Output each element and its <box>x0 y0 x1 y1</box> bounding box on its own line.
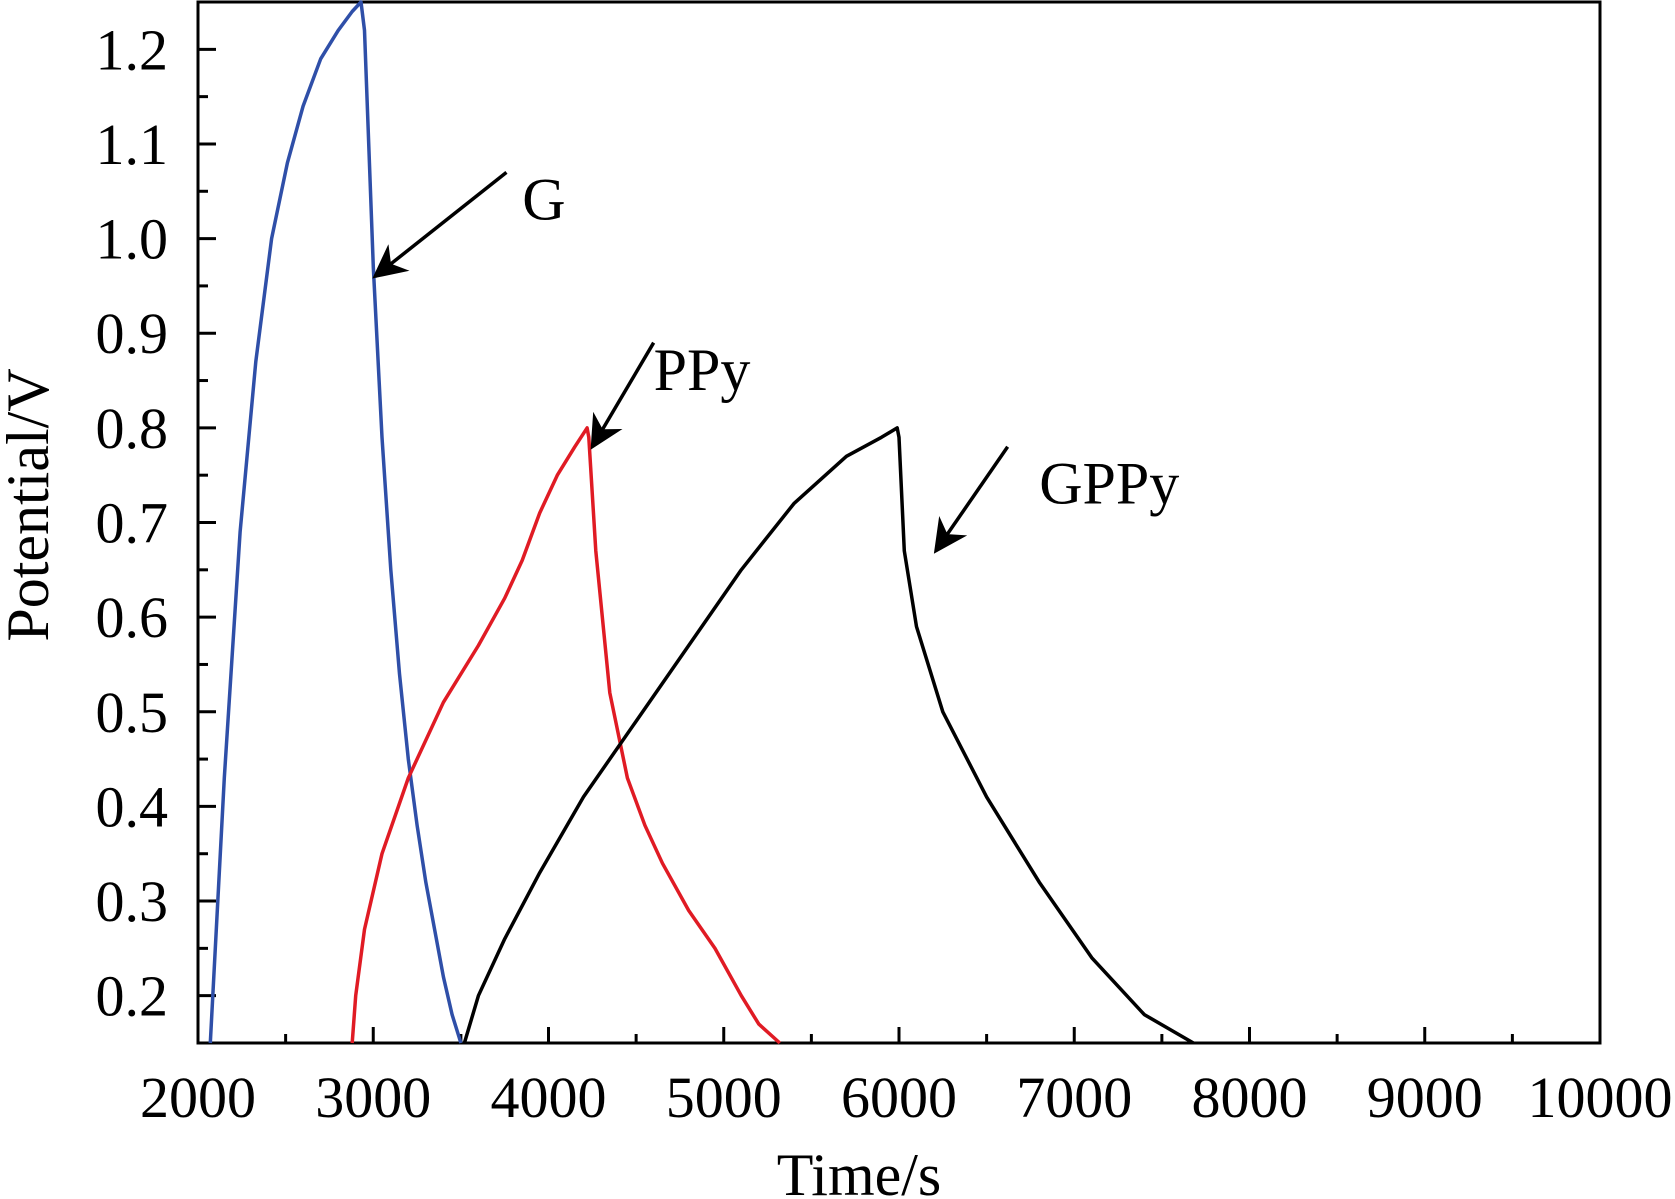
x-tick-label: 2000 <box>140 1065 256 1130</box>
x-axis-title: Time/s <box>777 1142 942 1199</box>
y-tick-label: 0.8 <box>96 396 169 461</box>
x-tick-label: 10000 <box>1528 1065 1673 1130</box>
x-tick-label: 9000 <box>1367 1065 1483 1130</box>
x-tick-label: 5000 <box>666 1065 782 1130</box>
annotation-label-gppy: GPPy <box>1039 451 1179 517</box>
series-line-g <box>208 0 463 1044</box>
x-tick-label: 6000 <box>841 1065 957 1130</box>
x-tick-label: 7000 <box>1016 1065 1132 1130</box>
y-tick-label: 1.0 <box>96 207 169 272</box>
annotation-label-ppy: PPy <box>654 337 751 403</box>
x-tick-label: 3000 <box>315 1065 431 1130</box>
y-tick-label: 0.6 <box>96 585 169 650</box>
x-tick-label: 4000 <box>491 1065 607 1130</box>
series-line-ppy <box>350 426 781 1045</box>
annotation-arrow-gppy <box>933 445 1010 554</box>
y-tick-label: 0.7 <box>96 491 169 556</box>
x-tick-label: 8000 <box>1192 1065 1308 1130</box>
series-line-gppy <box>462 426 1195 1045</box>
y-tick-label: 0.2 <box>96 964 169 1029</box>
annotation-arrow-g <box>372 170 508 279</box>
y-tick-label: 0.3 <box>96 869 169 934</box>
y-tick-label: 0.5 <box>96 680 169 745</box>
y-axis-title: Potential/V <box>0 368 61 641</box>
y-tick-label: 0.4 <box>96 774 169 839</box>
annotation-arrow-ppy <box>590 341 656 450</box>
y-tick-label: 1.2 <box>96 17 169 82</box>
y-tick-label: 0.9 <box>96 301 169 366</box>
annotation-label-g: G <box>522 167 565 233</box>
plot-area-frame <box>196 0 1602 1045</box>
y-tick-label: 1.1 <box>96 112 169 177</box>
